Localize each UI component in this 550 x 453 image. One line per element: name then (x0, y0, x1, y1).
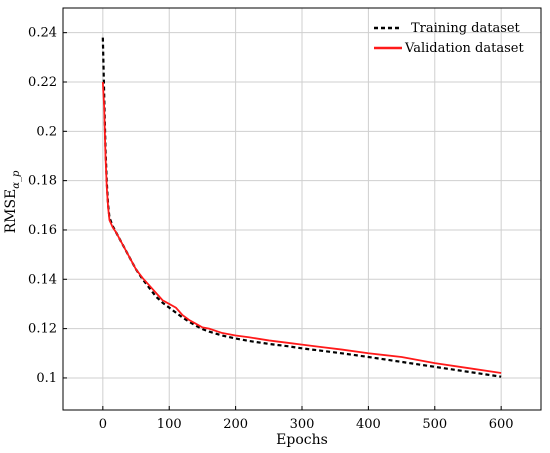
legend-validation-label: Validation dataset (404, 41, 524, 56)
x-tick-label: 600 (489, 417, 514, 432)
y-axis-title-main: RMSE (3, 189, 19, 234)
grid (63, 8, 541, 410)
series-layer (101, 37, 502, 378)
validation-series-line (101, 81, 502, 374)
x-tick-label: 500 (422, 417, 447, 432)
y-axis-title: RMSEα_p (3, 170, 22, 233)
y-axis: 0.1 0.12 0.14 0.16 0.18 0.2 0.22 0.24 (28, 26, 67, 386)
y-tick-label: 0.14 (28, 272, 57, 287)
y-tick-label: 0.22 (28, 75, 57, 90)
x-tick-label: 300 (290, 417, 315, 432)
legend: Training dataset Validation dataset (374, 21, 524, 56)
x-tick-label: 400 (356, 417, 381, 432)
x-axis: 0 100 200 300 400 500 600 (99, 406, 514, 432)
legend-training-label: Training dataset (411, 21, 521, 36)
y-tick-label: 0.1 (36, 371, 57, 386)
x-axis-title: Epochs (276, 432, 328, 448)
y-axis-title-subscript: α_p (11, 170, 22, 189)
y-tick-label: 0.2 (36, 124, 57, 139)
y-tick-label: 0.16 (28, 223, 57, 238)
y-tick-label: 0.12 (28, 322, 57, 337)
y-tick-label: 0.18 (28, 174, 57, 189)
x-tick-label: 200 (223, 417, 248, 432)
x-tick-label: 0 (99, 417, 107, 432)
y-tick-label: 0.24 (28, 26, 57, 41)
training-series-line (101, 37, 502, 378)
x-tick-label: 100 (157, 417, 182, 432)
